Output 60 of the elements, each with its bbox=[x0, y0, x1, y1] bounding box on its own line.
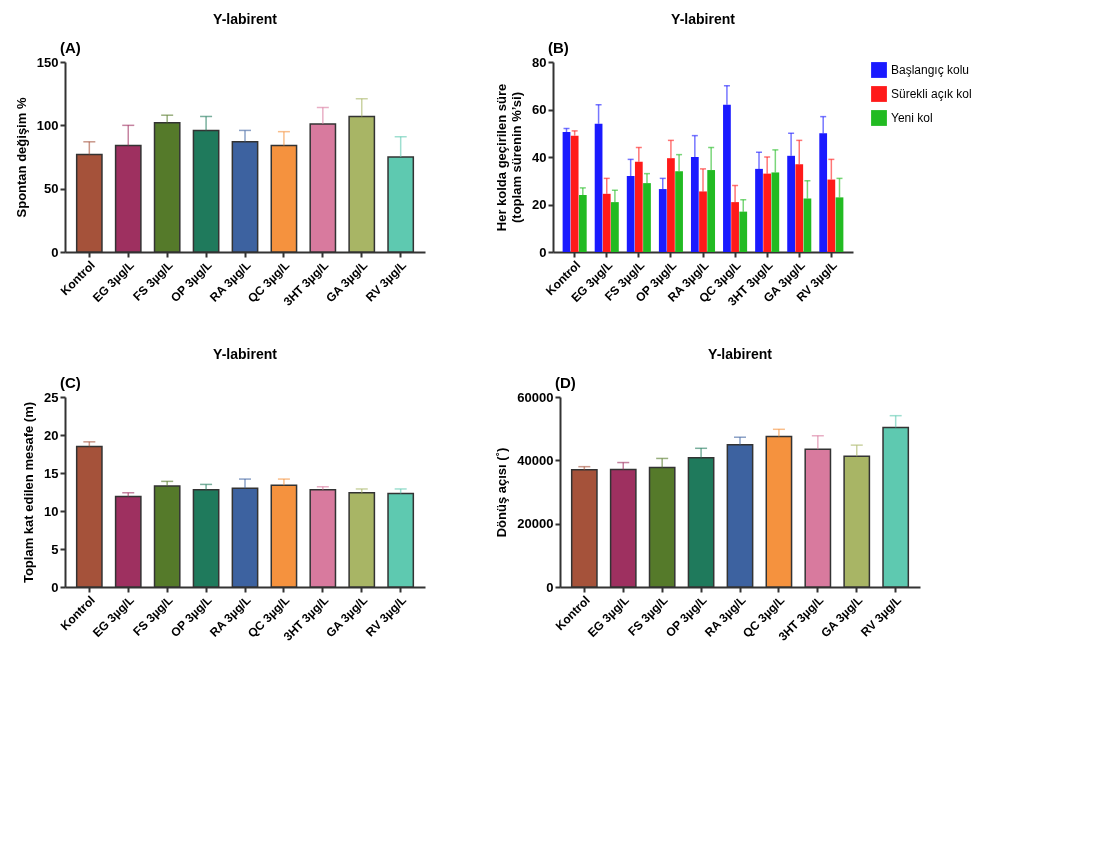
bar bbox=[795, 164, 804, 252]
legend-label: Sürekli açık kol bbox=[891, 87, 972, 101]
bar bbox=[763, 173, 772, 252]
y-tick-label: 40000 bbox=[517, 452, 554, 468]
text: (A) bbox=[60, 39, 81, 56]
bar bbox=[690, 157, 699, 252]
bar bbox=[707, 170, 716, 252]
y-tick-label: 80 bbox=[532, 54, 547, 70]
bar bbox=[771, 172, 780, 252]
y-tick-label: 20 bbox=[44, 427, 59, 443]
y-tick-label: 60000 bbox=[517, 389, 554, 405]
bar bbox=[723, 104, 731, 252]
bar bbox=[675, 171, 683, 252]
y-axis-title: Dönüş açısı (˚) bbox=[494, 447, 510, 538]
bar bbox=[739, 211, 748, 252]
y-tick-label: 20000 bbox=[517, 516, 554, 532]
chart-title: Y-labirent bbox=[708, 346, 773, 362]
y-tick-label: 100 bbox=[36, 117, 59, 133]
bar bbox=[699, 191, 707, 252]
bar bbox=[643, 183, 651, 252]
bar bbox=[658, 189, 667, 252]
bar bbox=[803, 198, 812, 252]
bar bbox=[570, 135, 579, 252]
text: (C) bbox=[60, 374, 81, 391]
bar bbox=[634, 161, 643, 252]
y-tick-label: 60 bbox=[532, 102, 547, 117]
bar bbox=[611, 202, 619, 252]
y-tick-label: 40 bbox=[532, 149, 547, 165]
legend-label: Başlangıç kolu bbox=[891, 63, 970, 77]
chart-title: Y-labirent bbox=[213, 346, 278, 362]
y-tick-label: 0 bbox=[546, 579, 554, 595]
y-axis-title: Toplam kat edilen mesafe (m) bbox=[21, 401, 37, 584]
bar bbox=[578, 195, 587, 252]
y-tick-label: 10 bbox=[44, 503, 59, 519]
y-tick-label: 50 bbox=[44, 181, 59, 197]
bar bbox=[787, 155, 795, 252]
y-axis-title: Spontan değişim % bbox=[13, 97, 29, 218]
y-tick-label: 15 bbox=[44, 465, 59, 481]
y-tick-label: 20 bbox=[532, 197, 547, 212]
y-tick-label: 0 bbox=[539, 244, 547, 260]
bar bbox=[731, 202, 739, 252]
text: (D) bbox=[555, 374, 576, 391]
bar bbox=[827, 179, 836, 252]
bar bbox=[626, 176, 635, 252]
bar bbox=[594, 123, 603, 252]
y-tick-label: 0 bbox=[51, 579, 59, 595]
y-tick-label: 150 bbox=[36, 54, 59, 70]
bar bbox=[755, 168, 763, 252]
y-axis-title: Her kolda geçirilen süre (toplam sürenin %’si) bbox=[494, 83, 525, 232]
y-tick-label: 5 bbox=[51, 541, 59, 557]
bar bbox=[602, 193, 611, 252]
chart-title: Y-labirent bbox=[213, 11, 278, 27]
text: (B) bbox=[548, 39, 569, 56]
y-tick-label: 0 bbox=[51, 244, 59, 260]
bar bbox=[667, 158, 675, 252]
y-tick-label: 25 bbox=[44, 389, 59, 405]
bar bbox=[819, 133, 828, 252]
bar bbox=[835, 197, 844, 252]
chart-title: Y-labirent bbox=[671, 11, 736, 27]
legend-label: Yeni kol bbox=[891, 111, 933, 125]
